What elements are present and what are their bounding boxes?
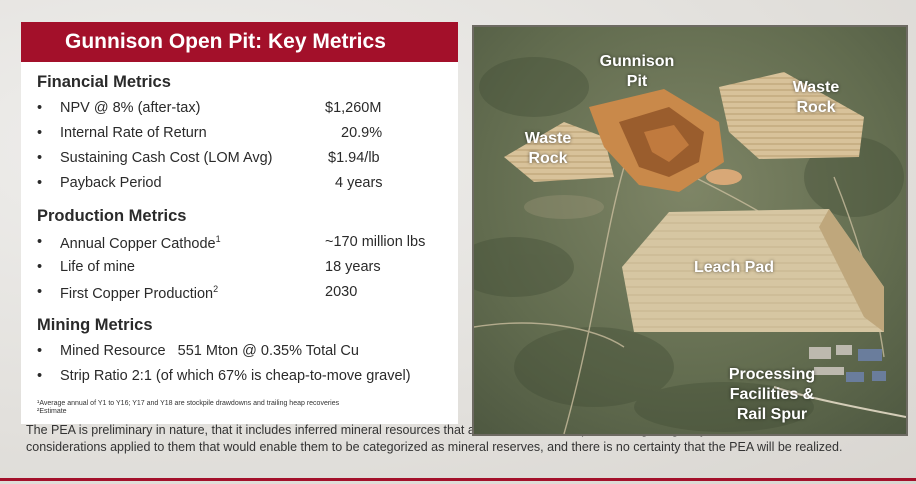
bullet: • [37, 284, 43, 300]
metric-value: 20.9% [341, 125, 383, 141]
bullet: • [37, 100, 43, 116]
map-label-line: Leach Pad [693, 259, 775, 276]
map-label-line: Pit [626, 73, 648, 90]
metric-label: Life of mine [60, 259, 135, 275]
metric-label: First Copper Production2 [60, 284, 218, 302]
metric-label-text: Annual Copper Cathode [60, 235, 216, 252]
bullet: • [37, 234, 43, 250]
footnote-marker: 2 [213, 284, 219, 294]
map-label-line: Gunnison [599, 53, 675, 70]
map-illustration [474, 27, 906, 434]
bullet: • [37, 125, 43, 141]
map-label-waste-rock-left: Waste Rock [510, 129, 586, 169]
map-label-processing: Processing Facilities & Rail Spur [712, 365, 832, 425]
metric-label: Strip Ratio 2:1 (of which 67% is cheap-t… [60, 368, 411, 384]
bullet: • [37, 150, 43, 166]
footnote-1: ¹Average annual of Y1 to Y16; Y17 and Y1… [37, 400, 340, 407]
metric-value: $1,260M [325, 100, 382, 116]
metric-value: 4 years [335, 175, 383, 191]
metric-label: Annual Copper Cathode1 [60, 234, 221, 252]
metric-label: Internal Rate of Return [60, 125, 207, 141]
footnote-marker: 1 [215, 234, 221, 244]
metric-value: $1.94/lb [328, 150, 380, 166]
financial-metrics-heading: Financial Metrics [37, 73, 171, 91]
footnote-2: ²Estimate [37, 408, 67, 415]
page-title: Gunnison Open Pit: Key Metrics [21, 22, 458, 62]
map-label-line: Waste [524, 130, 572, 147]
bullet: • [37, 259, 43, 275]
map-label-leach-pad: Leach Pad [674, 258, 794, 278]
mining-metrics-heading: Mining Metrics [37, 316, 153, 334]
map-label-line: Waste [792, 79, 840, 96]
map-label-line: Rock [796, 99, 836, 116]
metric-label: Sustaining Cash Cost (LOM Avg) [60, 150, 273, 166]
accent-divider [0, 478, 916, 481]
map-label-gunnison-pit: Gunnison Pit [592, 52, 682, 92]
map-label-line: Processing [728, 366, 816, 383]
metric-label: NPV @ 8% (after-tax) [60, 100, 201, 116]
metric-value: ~170 million lbs [325, 234, 426, 250]
site-aerial-map: Gunnison Pit Waste Rock Waste Rock Leach… [472, 25, 908, 436]
metrics-card [21, 22, 458, 424]
bullet: • [37, 368, 43, 384]
metric-label-text: First Copper Production [60, 285, 214, 302]
metric-value: 2030 [325, 284, 358, 300]
metric-label: Payback Period [60, 175, 162, 191]
map-label-line: Facilities & [729, 386, 815, 403]
map-label-waste-rock-right: Waste Rock [776, 78, 856, 118]
map-label-line: Rail Spur [736, 406, 808, 423]
page-title-text: Gunnison Open Pit: Key Metrics [65, 30, 386, 53]
bullet: • [37, 343, 43, 359]
production-metrics-heading: Production Metrics [37, 207, 187, 225]
bullet: • [37, 175, 43, 191]
map-label-line: Rock [528, 150, 568, 167]
metric-label: Mined Resource 551 Mton @ 0.35% Total Cu [60, 343, 359, 359]
metric-value: 18 years [325, 259, 381, 275]
